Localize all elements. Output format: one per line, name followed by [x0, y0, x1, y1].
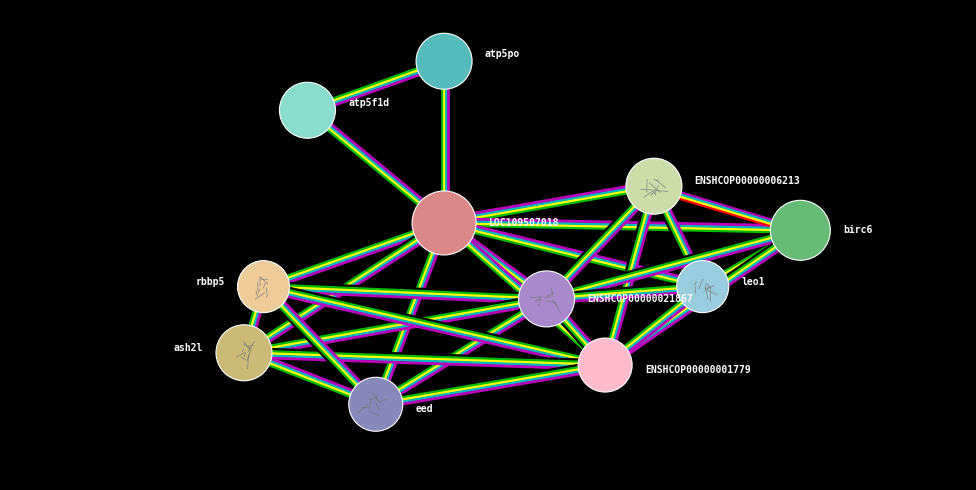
Text: leo1: leo1 [742, 277, 765, 287]
Circle shape [237, 261, 290, 313]
Text: ash2l: ash2l [174, 343, 203, 353]
Circle shape [412, 191, 476, 255]
Text: atp5f1d: atp5f1d [348, 98, 389, 108]
Text: rbbp5: rbbp5 [195, 277, 224, 287]
Circle shape [348, 377, 403, 431]
Circle shape [676, 261, 729, 313]
Circle shape [216, 325, 272, 381]
Text: eed: eed [416, 404, 433, 414]
Text: LOC109507018: LOC109507018 [489, 218, 559, 228]
Text: ENSHCOP00000021867: ENSHCOP00000021867 [588, 294, 693, 304]
Circle shape [279, 82, 336, 138]
Circle shape [770, 200, 831, 260]
Text: birc6: birc6 [843, 225, 873, 235]
Text: ENSHCOP00000001779: ENSHCOP00000001779 [645, 365, 751, 375]
Circle shape [578, 338, 632, 392]
Text: ENSHCOP00000006213: ENSHCOP00000006213 [695, 176, 800, 186]
Circle shape [416, 33, 472, 89]
Circle shape [626, 158, 682, 214]
Text: atp5po: atp5po [485, 49, 520, 59]
Circle shape [518, 271, 575, 327]
